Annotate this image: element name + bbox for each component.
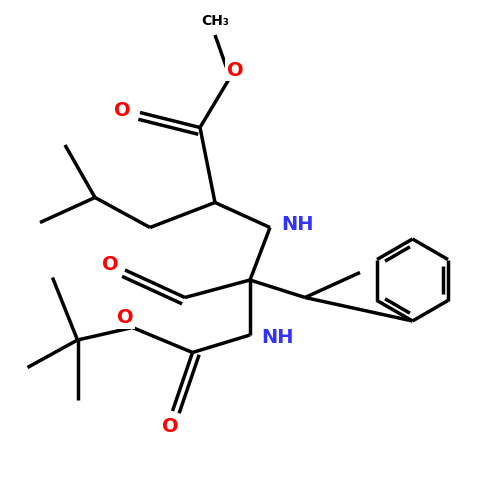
- Text: O: O: [114, 100, 131, 119]
- Text: NH: NH: [282, 216, 314, 234]
- Text: O: O: [102, 256, 118, 274]
- Text: O: O: [226, 60, 244, 80]
- Text: O: O: [116, 308, 134, 327]
- Text: NH: NH: [261, 328, 294, 347]
- Text: CH₃: CH₃: [201, 14, 229, 28]
- Text: O: O: [162, 416, 178, 436]
